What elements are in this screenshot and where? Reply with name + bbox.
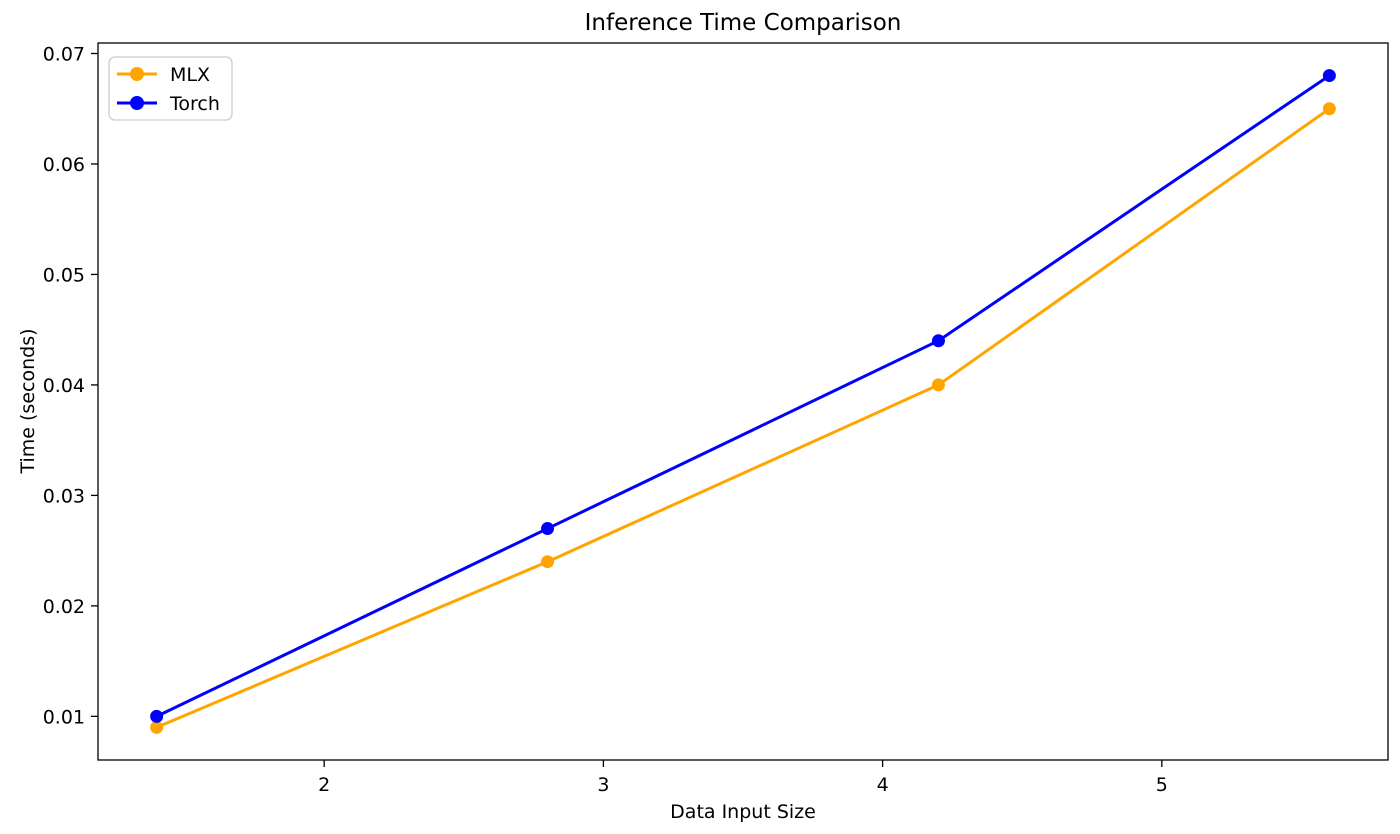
data-point-torch bbox=[541, 522, 555, 536]
legend-marker-torch bbox=[130, 96, 144, 110]
plot-area: 2 3 4 5 0.01 0.02 0.03 0.04 0.05 0.06 0.07 bbox=[43, 42, 1389, 796]
data-point-mlx bbox=[541, 555, 555, 569]
data-point-torch bbox=[150, 709, 164, 723]
x-tick-label: 3 bbox=[597, 774, 609, 796]
x-tick-label: 5 bbox=[1156, 774, 1168, 796]
y-tick-label: 0.05 bbox=[43, 264, 85, 286]
legend-label-torch: Torch bbox=[169, 93, 220, 115]
data-point-mlx bbox=[1322, 102, 1336, 116]
data-point-torch bbox=[931, 334, 945, 348]
series-line-mlx bbox=[155, 107, 1331, 729]
y-tick-label: 0.03 bbox=[43, 485, 85, 507]
y-tick-label: 0.07 bbox=[43, 43, 85, 65]
x-tick-label: 2 bbox=[318, 774, 330, 796]
data-point-torch bbox=[1322, 69, 1336, 83]
plot-border bbox=[97, 42, 1389, 761]
series-line-torch bbox=[155, 74, 1331, 718]
y-axis-label: Time (seconds) bbox=[17, 328, 39, 474]
y-tick-label: 0.01 bbox=[43, 706, 85, 728]
y-tick-label: 0.04 bbox=[43, 375, 85, 397]
data-point-mlx bbox=[931, 378, 945, 392]
chart-title: Inference Time Comparison bbox=[585, 10, 902, 36]
y-tick-label: 0.02 bbox=[43, 596, 85, 618]
legend-label-mlx: MLX bbox=[170, 64, 210, 86]
x-axis-label: Data Input Size bbox=[670, 801, 816, 823]
y-tick-label: 0.06 bbox=[43, 154, 85, 176]
data-point-mlx bbox=[150, 720, 164, 734]
legend-marker-mlx bbox=[130, 67, 144, 81]
x-tick-label: 4 bbox=[877, 774, 889, 796]
legend: MLX Torch bbox=[108, 56, 233, 121]
